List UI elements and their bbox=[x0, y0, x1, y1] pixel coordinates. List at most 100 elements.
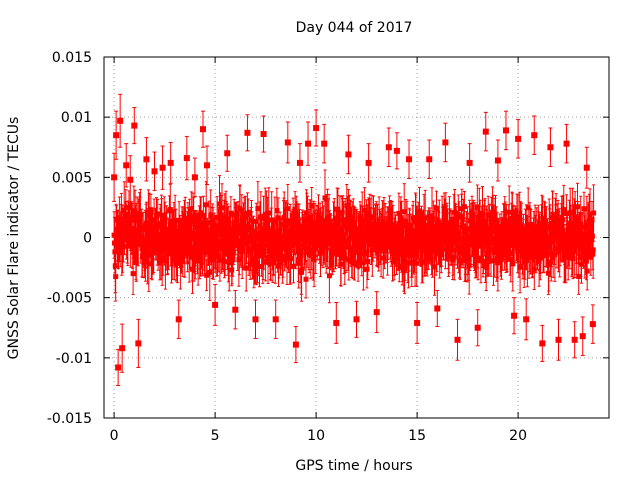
data-point bbox=[393, 132, 400, 170]
x-tick-label: 0 bbox=[110, 428, 119, 444]
data-point bbox=[111, 152, 118, 202]
data-point bbox=[284, 121, 291, 164]
data-point bbox=[119, 323, 126, 373]
x-tick-label: 5 bbox=[211, 428, 220, 444]
point-marker bbox=[373, 309, 380, 316]
data-point bbox=[406, 139, 413, 180]
data-point bbox=[531, 115, 538, 155]
data-cloud bbox=[111, 169, 597, 304]
point-marker bbox=[474, 324, 481, 331]
x-tick-label: 10 bbox=[307, 428, 325, 444]
point-marker bbox=[175, 316, 182, 323]
point-marker bbox=[321, 140, 328, 147]
point-marker bbox=[393, 147, 400, 154]
point-marker bbox=[454, 336, 461, 343]
point-marker bbox=[531, 132, 538, 139]
data-point bbox=[252, 299, 259, 340]
data-point bbox=[547, 127, 554, 168]
data-point bbox=[143, 137, 150, 182]
data-point bbox=[244, 114, 251, 152]
point-marker bbox=[151, 168, 158, 175]
point-marker bbox=[579, 333, 586, 340]
data-point bbox=[313, 109, 320, 147]
point-marker bbox=[296, 159, 303, 166]
point-marker bbox=[563, 140, 570, 147]
data-point bbox=[167, 141, 174, 184]
x-tick-label: 20 bbox=[509, 428, 527, 444]
data-point bbox=[571, 321, 578, 359]
data-point bbox=[292, 326, 299, 364]
data-point bbox=[159, 145, 166, 190]
point-marker bbox=[135, 340, 142, 347]
x-axis-title: GPS time / hours bbox=[295, 458, 412, 474]
point-marker bbox=[159, 164, 166, 171]
point-marker bbox=[284, 139, 291, 146]
point-marker bbox=[515, 135, 522, 142]
data-point bbox=[204, 145, 211, 186]
data-point bbox=[183, 135, 190, 181]
data-point bbox=[579, 316, 586, 356]
data-point bbox=[260, 115, 267, 153]
data-point bbox=[511, 297, 518, 335]
data-point bbox=[175, 299, 182, 340]
point-marker bbox=[119, 345, 126, 352]
point-marker bbox=[589, 321, 596, 328]
point-marker bbox=[365, 159, 372, 166]
data-point bbox=[127, 155, 134, 205]
y-tick-label: -0.015 bbox=[47, 411, 92, 427]
point-marker bbox=[131, 122, 138, 129]
data-point bbox=[563, 123, 570, 164]
point-marker bbox=[260, 131, 267, 138]
data-point bbox=[353, 300, 360, 338]
point-marker bbox=[123, 162, 130, 169]
point-marker bbox=[292, 341, 299, 348]
point-marker bbox=[539, 340, 546, 347]
point-marker bbox=[494, 157, 501, 164]
point-marker bbox=[353, 316, 360, 323]
point-marker bbox=[272, 316, 279, 323]
data-point bbox=[434, 289, 441, 328]
point-marker bbox=[345, 151, 352, 158]
point-marker bbox=[252, 316, 259, 323]
point-marker bbox=[442, 139, 449, 146]
point-marker bbox=[232, 306, 239, 313]
y-tick-label: 0 bbox=[83, 231, 92, 247]
point-marker bbox=[111, 174, 118, 181]
data-point bbox=[232, 289, 239, 330]
point-marker bbox=[113, 132, 120, 139]
measurement-cloud bbox=[111, 169, 597, 304]
data-point bbox=[426, 139, 433, 180]
point-marker bbox=[406, 156, 413, 163]
data-points bbox=[111, 93, 596, 387]
y-tick-label: -0.01 bbox=[56, 351, 92, 367]
data-point bbox=[117, 93, 124, 148]
data-point bbox=[466, 143, 473, 183]
data-point bbox=[555, 318, 562, 361]
point-marker bbox=[385, 144, 392, 151]
point-marker bbox=[183, 155, 190, 162]
point-marker bbox=[305, 140, 312, 147]
point-marker bbox=[571, 336, 578, 343]
data-point bbox=[345, 134, 352, 175]
point-marker bbox=[224, 150, 231, 157]
axis-ticks bbox=[104, 56, 609, 419]
data-point bbox=[482, 111, 489, 152]
point-marker bbox=[167, 159, 174, 166]
point-marker bbox=[117, 117, 124, 124]
y-tick-label: -0.005 bbox=[47, 291, 92, 307]
point-marker bbox=[115, 364, 122, 371]
data-point bbox=[212, 283, 219, 326]
data-point bbox=[113, 110, 120, 160]
point-marker bbox=[482, 128, 489, 135]
data-point bbox=[191, 157, 198, 198]
data-point bbox=[123, 143, 130, 188]
data-point bbox=[224, 134, 231, 172]
data-point bbox=[494, 139, 501, 182]
y-tick-label: 0.015 bbox=[52, 50, 92, 66]
point-marker bbox=[191, 174, 198, 181]
data-point bbox=[365, 143, 372, 183]
point-marker bbox=[333, 319, 340, 326]
point-marker bbox=[204, 162, 211, 169]
data-point bbox=[414, 301, 421, 344]
